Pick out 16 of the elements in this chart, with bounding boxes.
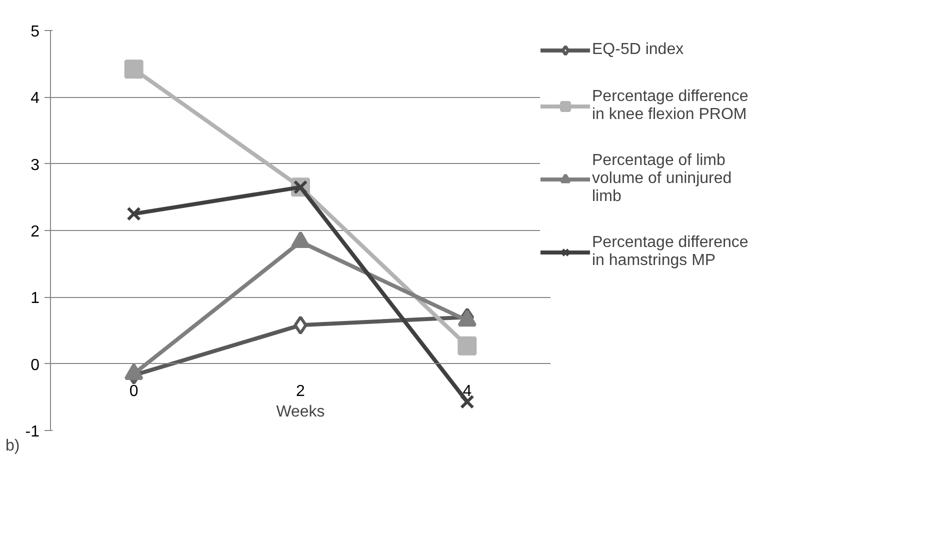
y-tick-label: 4 [30, 90, 40, 108]
y-tick-label: 1 [30, 290, 40, 308]
x-tick-label: 2 [296, 382, 306, 400]
x-tick-label: 4 [462, 382, 472, 400]
y-tick-label: 0 [30, 356, 40, 374]
y-tick-label: 2 [30, 224, 40, 240]
text: b) [6, 438, 20, 454]
x-tick-label: 0 [129, 382, 138, 400]
legend-label: Percentage of limb volume of uninjured limb [592, 152, 733, 206]
y-tick-label: -1 [25, 424, 40, 440]
x-axis-title: Weeks [276, 404, 325, 420]
y-tick-label: 5 [30, 24, 40, 40]
y-tick-label: 3 [30, 156, 40, 174]
legend-label: Percentage difference in hamstrings MP [592, 234, 750, 270]
legend-label: Percentage difference in knee flexion PROM [592, 88, 750, 124]
legend-label: EQ-5D index [592, 41, 685, 59]
